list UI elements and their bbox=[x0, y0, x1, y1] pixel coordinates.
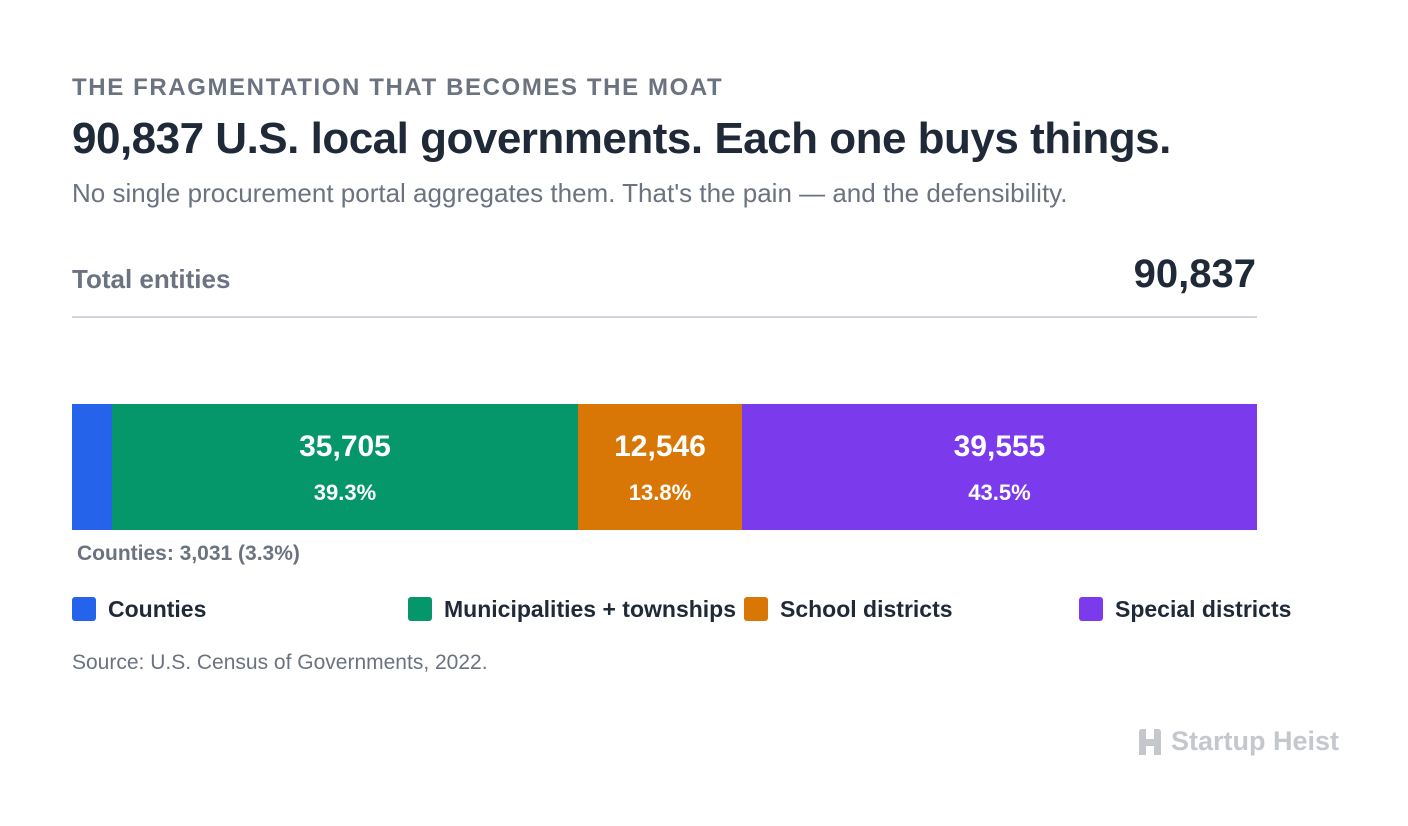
legend-label: Counties bbox=[108, 595, 207, 622]
bar-segment-counties bbox=[72, 404, 112, 530]
segment-percent-label: 13.8% bbox=[628, 480, 692, 505]
segment-percent-label: 43.5% bbox=[968, 480, 1031, 505]
legend-swatch bbox=[744, 597, 768, 621]
divider bbox=[72, 316, 1257, 318]
source-note: Source: U.S. Census of Governments, 2022… bbox=[72, 651, 488, 674]
segment-percent-label: 39.3% bbox=[313, 480, 377, 505]
legend-swatch bbox=[1079, 597, 1103, 621]
legend-label: Special districts bbox=[1115, 595, 1292, 622]
counties-annotation: Counties: 3,031 (3.3%) bbox=[77, 542, 300, 565]
legend-swatch bbox=[408, 597, 432, 621]
total-entities-label: Total entities bbox=[72, 264, 231, 294]
chart-title: 90,837 U.S. local governments. Each one … bbox=[72, 114, 1171, 163]
segment-value-label: 35,705 bbox=[299, 430, 391, 463]
segment-value-label: 12,546 bbox=[614, 430, 706, 463]
brand-name: Startup Heist bbox=[1170, 726, 1339, 756]
segment-value-label: 39,555 bbox=[953, 430, 1046, 463]
bar-segment-special-districts: 39,555 43.5% bbox=[742, 404, 1257, 530]
legend-item: School districts bbox=[744, 596, 953, 622]
legend-item: Special districts bbox=[1079, 596, 1291, 622]
legend-label: Municipalities + townships bbox=[444, 595, 737, 622]
legend-item: Municipalities + townships bbox=[408, 596, 736, 622]
bar-segment-school-districts: 12,546 13.8% bbox=[578, 404, 742, 530]
stacked-bar-chart: 35,705 39.3% 12,546 13.8% 39,555 43.5% bbox=[72, 404, 1257, 530]
bar-segment-municipalities-townships: 35,705 39.3% bbox=[112, 404, 578, 530]
eyebrow-label: THE FRAGMENTATION THAT BECOMES THE MOAT bbox=[72, 74, 724, 101]
building-logo-icon bbox=[1138, 728, 1161, 755]
chart-subtitle: No single procurement portal aggregates … bbox=[72, 178, 1068, 208]
total-entities-value: 90,837 bbox=[1133, 252, 1256, 296]
legend-item: Counties bbox=[72, 596, 206, 622]
legend-label: School districts bbox=[780, 595, 953, 622]
brand-watermark: Startup Heist bbox=[1137, 726, 1339, 757]
legend-swatch bbox=[72, 597, 96, 621]
